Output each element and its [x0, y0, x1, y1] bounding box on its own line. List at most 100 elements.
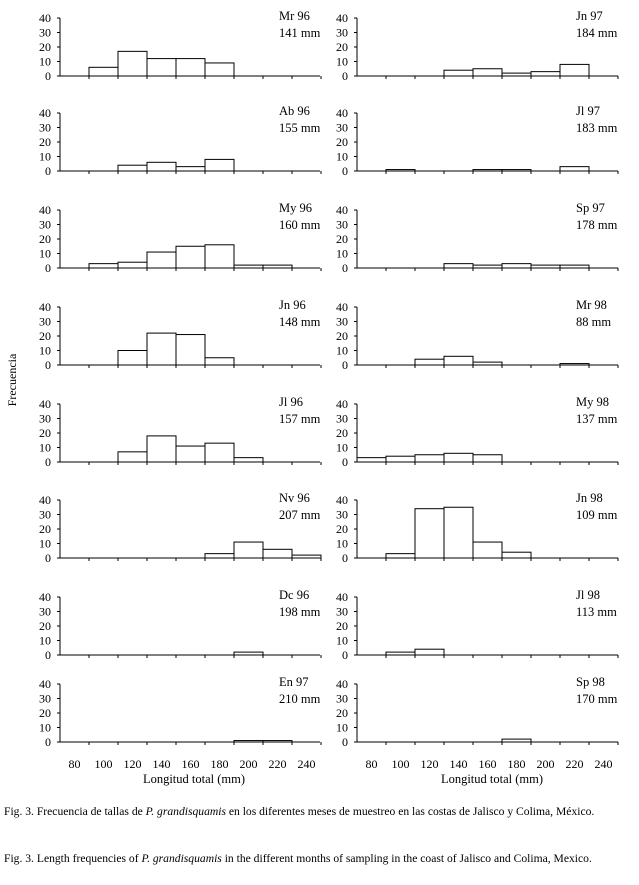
- y-tick-label: 0: [45, 551, 51, 565]
- y-tick-label: 20: [39, 426, 51, 440]
- histogram-bar: [233, 457, 264, 463]
- histogram-bar: [262, 740, 293, 743]
- histogram-bar: [175, 166, 206, 172]
- y-tick-label: 30: [336, 121, 348, 135]
- y-tick-label: 10: [39, 441, 51, 455]
- panel-month-label: Dc 96: [279, 588, 309, 602]
- panel-month-label: Ab 96: [279, 104, 310, 118]
- y-tick-label: 40: [39, 493, 51, 507]
- histogram-bar: [117, 164, 148, 172]
- caption-spanish: Fig. 3. Frecuencia de tallas de P. grand…: [4, 805, 636, 819]
- histogram-bar: [501, 263, 532, 269]
- y-tick-label: 20: [39, 522, 51, 536]
- x-tick-label: 240: [595, 757, 613, 771]
- histogram-bar: [262, 548, 293, 559]
- y-tick-label: 40: [39, 106, 51, 120]
- y-tick-label: 10: [336, 441, 348, 455]
- x-tick-label: 160: [479, 757, 497, 771]
- y-tick-label: 0: [45, 648, 51, 662]
- histogram-bar: [559, 63, 590, 77]
- panel-mean-length: 170 mm: [576, 692, 618, 706]
- histogram-bar: [559, 264, 590, 269]
- y-tick-label: 40: [336, 106, 348, 120]
- histogram-bar: [385, 169, 416, 172]
- panel-mean-length: 198 mm: [279, 605, 321, 619]
- histogram-bar: [233, 264, 264, 269]
- caption-english-prefix: Fig. 3. Length frequencies of: [4, 852, 142, 865]
- y-tick-label: 20: [39, 232, 51, 246]
- histogram-bar: [501, 738, 532, 743]
- y-tick-label: 30: [39, 692, 51, 706]
- y-tick-label: 20: [39, 135, 51, 149]
- histogram-bar: [414, 454, 445, 463]
- x-tick-label: 180: [508, 757, 526, 771]
- y-tick-label: 30: [336, 26, 348, 40]
- panel-mean-length: 157 mm: [279, 412, 321, 426]
- panel-month-label: Nv 96: [279, 491, 310, 505]
- panel-month-label: Sp 97: [576, 201, 605, 215]
- y-tick-label: 0: [45, 69, 51, 83]
- y-tick-label: 0: [342, 648, 348, 662]
- panel-month-label: My 98: [576, 395, 609, 409]
- histogram-bar: [472, 68, 503, 77]
- panel-mean-length: 207 mm: [279, 508, 321, 522]
- y-tick-label: 0: [45, 735, 51, 749]
- panel-mean-length: 113 mm: [576, 605, 617, 619]
- histogram-bar: [501, 169, 532, 172]
- histogram-bar: [501, 72, 532, 77]
- caption-spanish-species: P. grandisquamis: [145, 805, 226, 818]
- caption-spanish-suffix: en los diferentes meses de muestreo en l…: [225, 805, 595, 818]
- y-tick-label: 10: [39, 150, 51, 164]
- y-tick-label: 30: [336, 508, 348, 522]
- y-tick-label: 10: [39, 55, 51, 69]
- histogram-bar: [117, 261, 148, 269]
- histogram-bar: [385, 651, 416, 656]
- x-tick-label: 100: [392, 757, 410, 771]
- x-axis-title-right: Longitud total (mm): [441, 772, 543, 786]
- y-tick-label: 30: [39, 121, 51, 135]
- panel-mean-length: 148 mm: [279, 315, 321, 329]
- panel-month-label: En 97: [279, 675, 309, 689]
- y-tick-label: 40: [39, 300, 51, 314]
- y-tick-label: 10: [39, 721, 51, 735]
- panel-month-label: Jl 98: [576, 588, 600, 602]
- y-tick-label: 40: [336, 590, 348, 604]
- histogram-bar: [472, 454, 503, 463]
- histogram-bar: [175, 445, 206, 463]
- y-tick-label: 10: [336, 721, 348, 735]
- y-tick-label: 40: [336, 203, 348, 217]
- x-tick-label: 200: [537, 757, 555, 771]
- histogram-bar: [472, 169, 503, 172]
- x-tick-label: 200: [240, 757, 258, 771]
- y-tick-label: 40: [39, 11, 51, 25]
- x-tick-label: 220: [269, 757, 287, 771]
- panel-month-label: Mr 98: [576, 298, 607, 312]
- panel-month-label: Jl 96: [279, 395, 303, 409]
- histogram-bar: [291, 554, 322, 559]
- y-tick-label: 20: [336, 522, 348, 536]
- histogram-bar: [146, 251, 177, 269]
- panel-mean-length: 141 mm: [279, 26, 321, 40]
- x-tick-label: 80: [69, 757, 81, 771]
- histogram-bar: [443, 506, 474, 559]
- y-tick-label: 10: [39, 537, 51, 551]
- histogram-bar: [204, 442, 235, 463]
- panel-mean-length: 210 mm: [279, 692, 321, 706]
- y-tick-label: 20: [336, 706, 348, 720]
- y-tick-label: 20: [336, 232, 348, 246]
- x-tick-label: 120: [421, 757, 439, 771]
- y-tick-label: 10: [336, 247, 348, 261]
- panel-mean-length: 155 mm: [279, 121, 321, 135]
- histogram-bar: [443, 263, 474, 269]
- panel-mean-length: 178 mm: [576, 218, 618, 232]
- panel-mean-length: 88 mm: [576, 315, 611, 329]
- histogram-bar: [443, 452, 474, 463]
